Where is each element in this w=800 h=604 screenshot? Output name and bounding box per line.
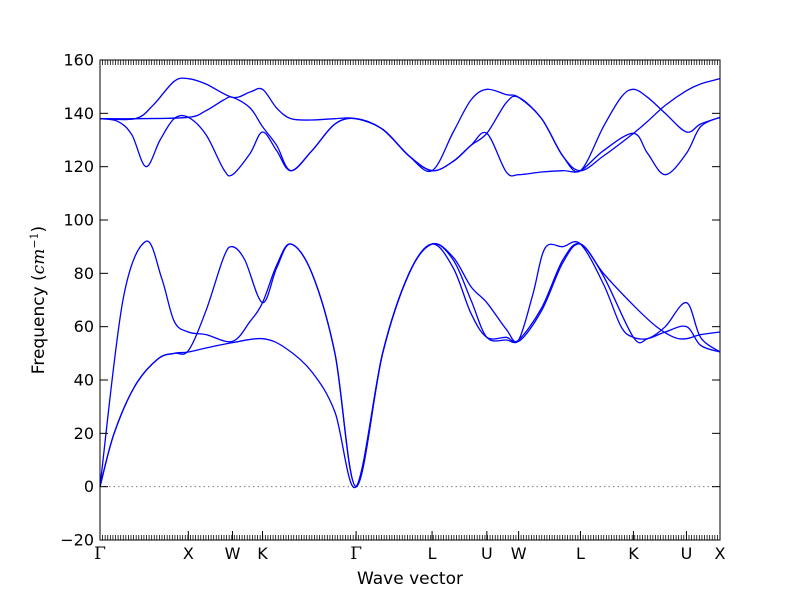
band-line-6: [99, 77, 721, 173]
x-tick-label: U: [681, 544, 693, 563]
x-tick-label: U: [481, 544, 493, 563]
y-tick-label: 60: [74, 317, 94, 336]
x-tick-label: K: [628, 544, 639, 563]
x-tick-label: X: [715, 544, 726, 563]
y-tick-label: 160: [63, 51, 94, 70]
y-axis-label-close: ): [29, 226, 49, 233]
tick-layer: [99, 59, 721, 541]
y-tick-label: 20: [74, 424, 94, 443]
x-tick-label: Γ: [350, 544, 362, 564]
x-tick-label: W: [225, 544, 241, 563]
series-layer: [99, 77, 721, 489]
x-tick-label: W: [511, 544, 527, 563]
y-tick-label: 0: [84, 477, 94, 496]
x-axis-label: Wave vector: [357, 569, 463, 589]
plot-frame: [99, 59, 721, 541]
band-line-4: [99, 114, 721, 177]
y-axis-label-unit-power: −1: [28, 232, 41, 248]
y-tick-label: 40: [74, 371, 94, 390]
x-tick-label: L: [428, 544, 437, 563]
x-tick-label: L: [576, 544, 585, 563]
x-tick-label: X: [183, 544, 194, 563]
y-tick-label: 120: [63, 157, 94, 176]
band-line-1: [99, 242, 721, 489]
x-tick-label: K: [257, 544, 268, 563]
x-tick-label: Γ: [94, 544, 106, 564]
band-line-2: [99, 242, 721, 488]
y-axis-label-text: Frequency: [29, 286, 49, 374]
y-axis-label-open: (: [29, 274, 49, 286]
y-tick-label: 80: [74, 264, 94, 283]
y-tick-label: 100: [63, 211, 94, 230]
y-axis-label: Frequency (cm−1): [28, 226, 50, 374]
band-line-3: [99, 240, 721, 488]
y-tick-label: 140: [63, 104, 94, 123]
y-axis-label-unit: cm: [29, 249, 49, 275]
y-tick-label: −20: [60, 531, 94, 550]
